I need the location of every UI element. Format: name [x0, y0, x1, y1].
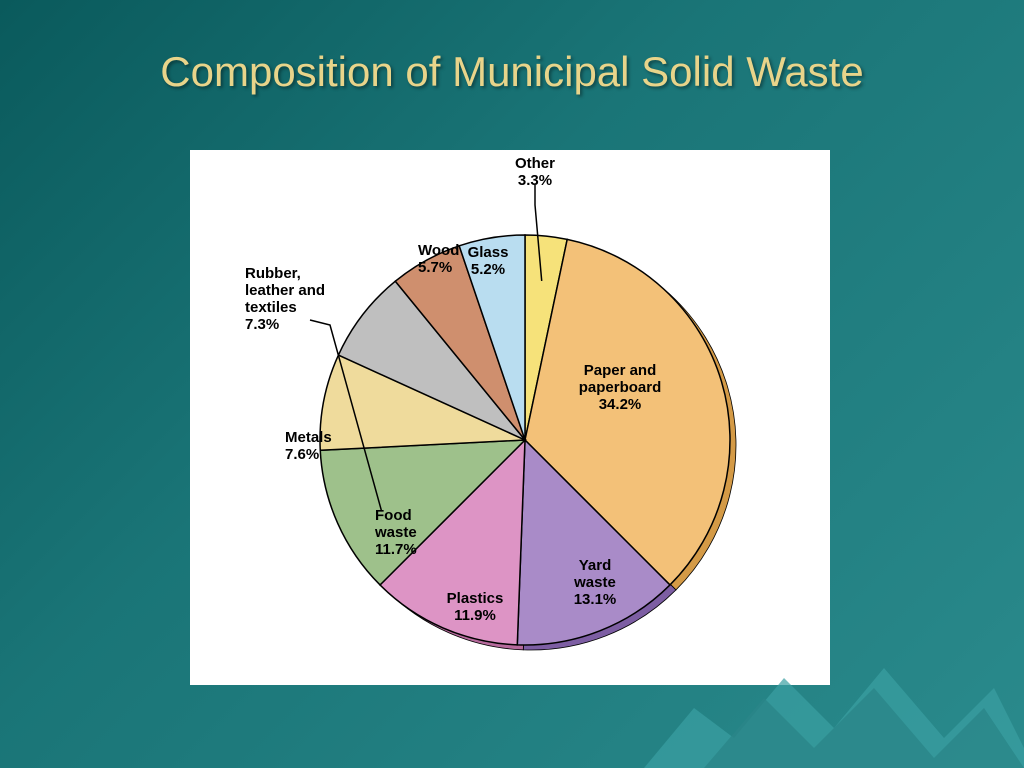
svg-text:Metals: Metals	[285, 429, 332, 446]
slice-label-food-waste: Foodwaste11.7%	[374, 507, 417, 558]
svg-text:paperboard: paperboard	[579, 379, 662, 396]
svg-text:Yard: Yard	[579, 557, 612, 574]
svg-text:7.6%: 7.6%	[285, 446, 319, 463]
slide-title: Composition of Municipal Solid Waste	[0, 0, 1024, 96]
svg-text:34.2%: 34.2%	[599, 396, 642, 413]
svg-text:textiles: textiles	[245, 299, 297, 316]
svg-text:Rubber,: Rubber,	[245, 265, 301, 282]
svg-text:13.1%: 13.1%	[574, 591, 617, 608]
pie-chart-svg: Other3.3%Paper andpaperboard34.2%Yardwas…	[190, 150, 830, 685]
svg-text:5.7%: 5.7%	[418, 259, 452, 276]
svg-text:leather and: leather and	[245, 282, 325, 299]
slice-label-glass: Glass5.2%	[468, 244, 509, 278]
svg-text:Wood: Wood	[418, 242, 459, 259]
svg-text:Plastics: Plastics	[447, 590, 504, 607]
svg-text:3.3%: 3.3%	[518, 172, 552, 189]
svg-text:5.2%: 5.2%	[471, 261, 505, 278]
svg-text:11.9%: 11.9%	[454, 607, 496, 624]
svg-text:Paper and: Paper and	[584, 362, 657, 379]
svg-text:7.3%: 7.3%	[245, 316, 279, 333]
svg-text:11.7%: 11.7%	[375, 541, 417, 558]
svg-text:Glass: Glass	[468, 244, 509, 261]
svg-text:Other: Other	[515, 155, 555, 172]
svg-text:waste: waste	[573, 574, 616, 591]
svg-text:waste: waste	[374, 524, 417, 541]
pie-chart-panel: Other3.3%Paper andpaperboard34.2%Yardwas…	[190, 150, 830, 685]
slice-label-yard-waste: Yardwaste13.1%	[573, 557, 616, 608]
slice-label-plastics: Plastics11.9%	[447, 590, 504, 624]
